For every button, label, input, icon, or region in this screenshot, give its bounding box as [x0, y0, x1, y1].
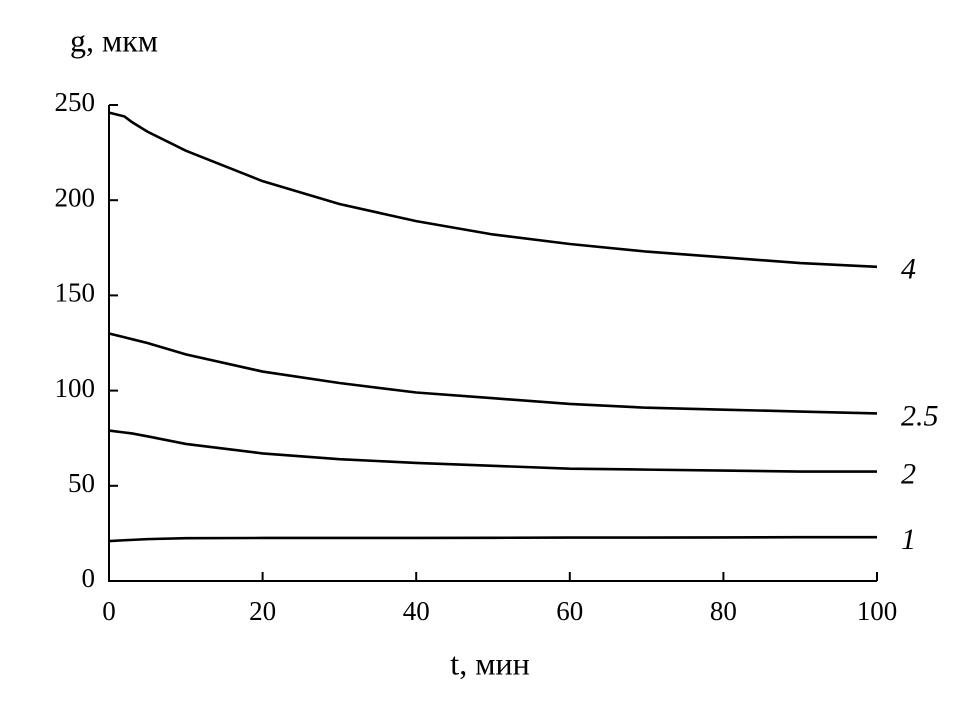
x-tick-label: 60 [556, 596, 583, 626]
y-tick-label: 250 [55, 87, 96, 117]
x-tick-label: 100 [857, 596, 898, 626]
line [108, 429, 877, 473]
x-tick-label: 0 [102, 596, 116, 626]
x-axis-label: t, мин [450, 645, 529, 681]
y-tick-label: 0 [82, 563, 96, 593]
line [108, 535, 877, 543]
line [108, 332, 878, 415]
series-label: 2 [901, 457, 916, 490]
y-tick-label: 150 [55, 278, 96, 308]
y-tick-label: 200 [55, 182, 96, 212]
y-tick-label: 50 [68, 468, 95, 498]
series-label: 1 [901, 523, 916, 556]
x-tick-label: 40 [403, 596, 430, 626]
series-label: 4 [901, 253, 916, 286]
y-tick-label: 100 [55, 373, 96, 403]
y-axis-label: g, мкм [70, 22, 158, 58]
axes [108, 105, 877, 582]
x-tick-label: 20 [249, 596, 276, 626]
x-tick-label: 80 [710, 596, 737, 626]
line [108, 111, 878, 269]
series-label: 2.5 [901, 399, 939, 432]
